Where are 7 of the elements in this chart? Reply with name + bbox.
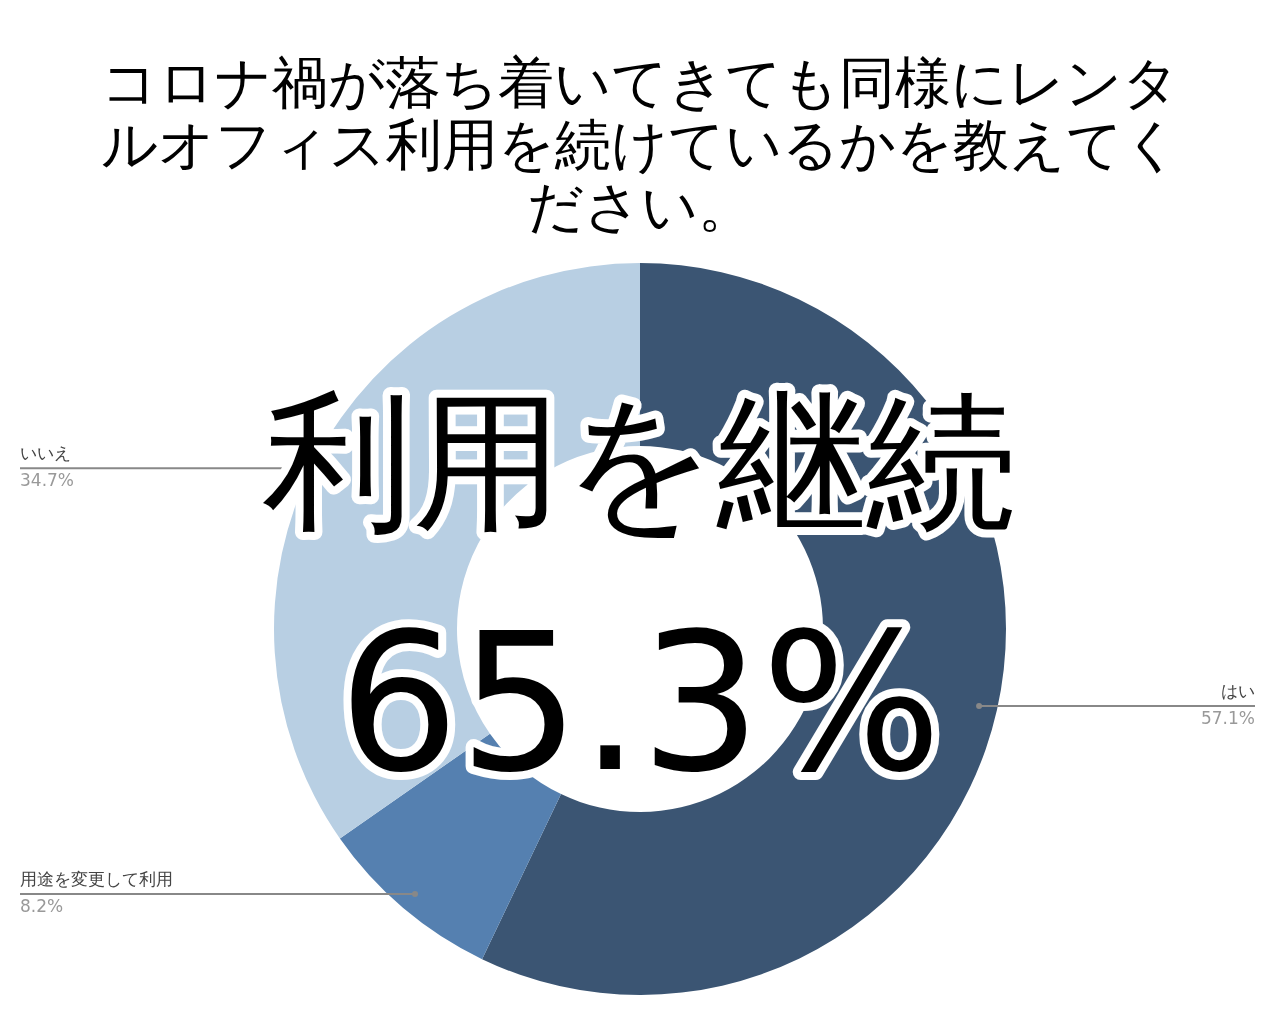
slice-label: はい [1221,680,1255,701]
chart-title: コロナ禍が落ち着いてきても同様にレンタルオフィス利用を続けているかを教えてください。 [99,50,1181,239]
data-label: 34.7% [20,470,75,491]
data-label: 8.2% [20,896,64,917]
slice-label: いいえ [20,443,71,464]
data-label: 57.1% [1200,707,1255,728]
slice-label: 用途を変更して利用 [20,869,173,890]
